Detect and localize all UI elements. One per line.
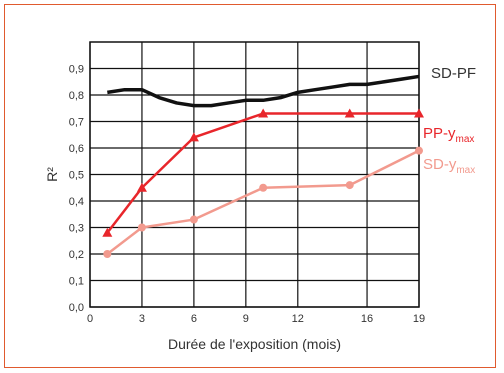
series-label-0: SD-PF	[431, 65, 476, 82]
x-tick-label: 19	[413, 313, 425, 325]
y-axis-title: R²	[44, 167, 60, 182]
x-tick-label: 9	[243, 313, 249, 325]
series-label-1: PP-ymax	[423, 125, 474, 145]
plot-area	[89, 41, 420, 308]
data-point-triangle	[414, 108, 424, 118]
series-label-2: SD-ymax	[423, 156, 475, 176]
y-tick-label: 0,4	[69, 196, 84, 208]
series-line-0	[107, 74, 420, 108]
data-point-triangle	[344, 108, 355, 118]
data-point-circle	[103, 250, 112, 258]
figure-frame: 0,0 0,1 0,2 0,3 0,4 0,5 0,6 0,7 0,8 0,9 0 3 6 9 12 16 19…	[4, 4, 496, 368]
data-point-triangle	[188, 132, 199, 142]
data-point-circle	[345, 181, 354, 190]
y-tick-label: 0,3	[69, 223, 84, 235]
data-point-circle	[259, 183, 268, 192]
series-line-1	[106, 112, 419, 234]
y-tick-label: 0,6	[69, 143, 84, 155]
x-tick-label: 16	[361, 313, 373, 325]
x-tick-label: 6	[191, 313, 197, 325]
series-line-2	[106, 149, 420, 255]
y-tick-label: 0,8	[69, 90, 84, 102]
x-tick-label: 3	[139, 313, 145, 325]
data-point-circle	[415, 146, 423, 155]
x-tick-label: 0	[87, 313, 93, 325]
series-labels: SD-PF PP-ymax SD-ymax	[423, 65, 476, 176]
y-tick-label: 0,5	[69, 170, 84, 182]
x-axis-title: Durée de l'exposition (mois)	[168, 336, 341, 352]
axis-ticks: 0,0 0,1 0,2 0,3 0,4 0,5 0,6 0,7 0,8 0,9 0 3 6 9 12 16 19	[69, 64, 425, 326]
data-point-triangle	[258, 108, 269, 118]
y-tick-label: 0,9	[69, 64, 84, 76]
line-chart: 0,0 0,1 0,2 0,3 0,4 0,5 0,6 0,7 0,8 0,9 0 3 6 9 12 16 19…	[44, 41, 476, 352]
data-point-triangle	[136, 182, 147, 192]
y-tick-label: 0,1	[69, 276, 84, 288]
data-point-circle	[137, 223, 146, 232]
data-point-triangle	[102, 227, 113, 237]
y-tick-label: 0,7	[69, 117, 84, 129]
series-group	[102, 74, 424, 258]
y-tick-label: 0,0	[69, 302, 84, 314]
data-point-circle	[189, 215, 198, 224]
y-tick-label: 0,2	[69, 249, 84, 261]
x-tick-label: 12	[292, 313, 304, 325]
